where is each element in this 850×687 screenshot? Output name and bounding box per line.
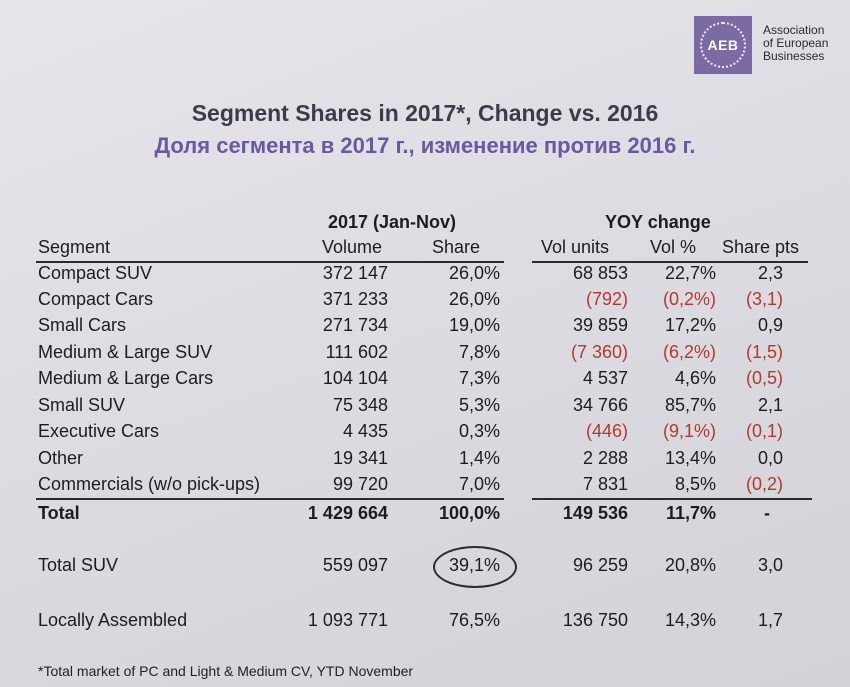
col-header-vol-units: Vol units xyxy=(541,237,610,257)
cell-share: 26,0% xyxy=(448,263,500,283)
cell-share-pts: 3,0 xyxy=(757,555,783,575)
cell-vol-units: 2 288 xyxy=(582,448,628,468)
cell-share-pts: (3,1) xyxy=(745,289,783,309)
cell-segment: Total SUV xyxy=(38,555,119,575)
cell-share-pts: - xyxy=(764,503,770,523)
cell-vol-pct: (9,1%) xyxy=(662,421,716,441)
cell-share: 5,3% xyxy=(458,395,500,415)
cell-volume: 111 602 xyxy=(325,342,388,362)
logo-name-line: Businesses xyxy=(763,49,825,63)
cell-vol-units: 68 853 xyxy=(572,263,628,283)
cell-share-pts: 1,7 xyxy=(757,610,783,630)
cell-vol-units: (792) xyxy=(585,289,628,309)
cell-vol-pct: 8,5% xyxy=(674,474,716,494)
header-yoy: YOY change xyxy=(605,212,711,232)
cell-volume: 1 093 771 xyxy=(307,610,388,630)
cell-segment: Medium & Large Cars xyxy=(38,368,214,388)
page-title: Segment Shares in 2017*, Change vs. 2016 xyxy=(191,100,659,126)
cell-vol-pct: 20,8% xyxy=(664,555,716,575)
cell-vol-pct: 85,7% xyxy=(664,395,716,415)
cell-volume: 19 341 xyxy=(332,448,388,468)
logo-name: Association of European Businesses xyxy=(763,24,828,63)
cell-segment: Small Cars xyxy=(38,315,127,335)
cell-vol-units: 4 537 xyxy=(582,368,628,388)
cell-share: 100,0% xyxy=(438,503,500,523)
cell-volume: 99 720 xyxy=(332,474,388,494)
cell-vol-units: 136 750 xyxy=(562,610,628,630)
col-header-segment: Segment xyxy=(38,237,111,257)
cell-share-pts: (0,2) xyxy=(745,474,783,494)
cell-segment: Total xyxy=(38,503,80,523)
cell-share-pts: 0,0 xyxy=(757,448,783,468)
aeb-logo: AEB xyxy=(694,16,752,74)
cell-share: 7,0% xyxy=(458,474,500,494)
total-rule-left xyxy=(36,498,504,500)
cell-share-pts: 2,3 xyxy=(757,263,783,283)
eu-stars-icon xyxy=(700,22,746,68)
cell-volume: 372 147 xyxy=(322,263,388,283)
cell-vol-units: 149 536 xyxy=(562,503,628,523)
cell-share: 26,0% xyxy=(448,289,500,309)
cell-vol-pct: (0,2%) xyxy=(662,289,716,309)
cell-share: 7,8% xyxy=(458,342,500,362)
cell-vol-pct: 13,4% xyxy=(664,448,716,468)
cell-volume: 75 348 xyxy=(332,395,388,415)
logo-name-line: Association xyxy=(763,23,825,37)
col-header-volume: Volume xyxy=(322,237,383,257)
cell-vol-units: (7 360) xyxy=(570,342,628,362)
cell-volume: 559 097 xyxy=(322,555,388,575)
cell-vol-pct: 4,6% xyxy=(674,368,716,388)
cell-segment: Small SUV xyxy=(38,395,126,415)
footnote: *Total market of PC and Light & Medium C… xyxy=(38,663,414,679)
cell-vol-pct: 14,3% xyxy=(664,610,716,630)
cell-share-pts: (0,1) xyxy=(745,421,783,441)
cell-vol-units: (446) xyxy=(585,421,628,441)
cell-share-pts: 0,9 xyxy=(757,315,783,335)
cell-segment: Locally Assembled xyxy=(38,610,188,630)
cell-segment: Other xyxy=(38,448,84,468)
cell-volume: 1 429 664 xyxy=(307,503,388,523)
total-rule-right xyxy=(532,498,812,500)
highlight-circle xyxy=(433,546,517,588)
cell-vol-pct: (6,2%) xyxy=(662,342,716,362)
cell-vol-units: 96 259 xyxy=(572,555,628,575)
cell-segment: Compact SUV xyxy=(38,263,153,283)
cell-vol-units: 39 859 xyxy=(572,315,628,335)
cell-volume: 271 734 xyxy=(322,315,388,335)
cell-share: 19,0% xyxy=(448,315,500,335)
cell-vol-pct: 22,7% xyxy=(664,263,716,283)
col-header-vol-pct: Vol % xyxy=(650,237,697,257)
cell-vol-units: 34 766 xyxy=(572,395,628,415)
cell-share-pts: (1,5) xyxy=(745,342,783,362)
cell-share: 76,5% xyxy=(448,610,500,630)
cell-share-pts: 2,1 xyxy=(757,395,783,415)
cell-share: 0,3% xyxy=(458,421,500,441)
cell-segment: Medium & Large SUV xyxy=(38,342,213,362)
header-2017: 2017 (Jan-Nov) xyxy=(328,212,457,232)
col-header-share: Share xyxy=(432,237,481,257)
page-subtitle: Доля сегмента в 2017 г., изменение проти… xyxy=(154,133,696,158)
cell-vol-pct: 17,2% xyxy=(664,315,716,335)
header-rule-right xyxy=(532,261,808,263)
cell-segment: Compact Cars xyxy=(38,289,154,309)
col-header-share-pts: Share pts xyxy=(722,237,800,257)
cell-vol-pct: 11,7% xyxy=(665,503,716,523)
cell-share: 7,3% xyxy=(458,368,500,388)
cell-volume: 371 233 xyxy=(322,289,388,309)
cell-share-pts: (0,5) xyxy=(745,368,783,388)
cell-volume: 104 104 xyxy=(322,368,388,388)
cell-segment: Executive Cars xyxy=(38,421,160,441)
cell-segment: Commercials (w/o pick-ups) xyxy=(38,474,261,494)
cell-share: 1,4% xyxy=(458,448,500,468)
cell-volume: 4 435 xyxy=(342,421,388,441)
logo-name-line: of European xyxy=(763,36,829,50)
header-rule-left xyxy=(36,261,504,263)
cell-vol-units: 7 831 xyxy=(582,474,628,494)
